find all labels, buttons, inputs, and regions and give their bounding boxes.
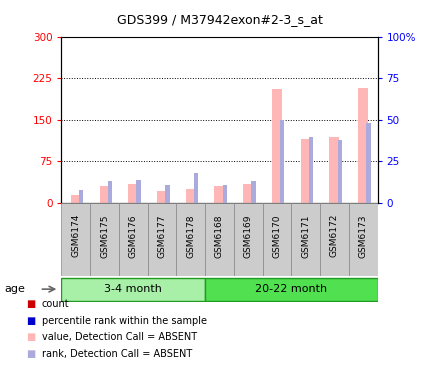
Text: GSM6178: GSM6178: [186, 214, 195, 258]
Bar: [328, 137, 339, 203]
Text: GSM6168: GSM6168: [215, 214, 223, 258]
Bar: [61, 277, 205, 301]
Bar: [337, 140, 341, 203]
Bar: [251, 182, 255, 203]
Bar: [194, 173, 198, 203]
Bar: [79, 190, 83, 203]
Bar: [107, 182, 112, 203]
Bar: [291, 203, 319, 276]
Bar: [262, 203, 291, 276]
Text: GSM6169: GSM6169: [243, 214, 252, 258]
Bar: [279, 120, 284, 203]
Text: ■: ■: [26, 316, 35, 326]
Text: GSM6172: GSM6172: [329, 214, 338, 258]
Bar: [243, 184, 253, 203]
Text: age: age: [4, 284, 25, 294]
Bar: [119, 203, 147, 276]
Text: 20-22 month: 20-22 month: [254, 284, 327, 294]
Bar: [157, 191, 167, 203]
Bar: [348, 203, 377, 276]
Text: ■: ■: [26, 349, 35, 359]
Bar: [165, 185, 169, 203]
Bar: [176, 203, 205, 276]
Bar: [205, 203, 233, 276]
Text: ■: ■: [26, 299, 35, 309]
Text: 3-4 month: 3-4 month: [104, 284, 162, 294]
Bar: [90, 203, 119, 276]
Bar: [222, 185, 226, 203]
Text: GSM6174: GSM6174: [71, 214, 80, 258]
Text: ■: ■: [26, 332, 35, 342]
Bar: [99, 186, 110, 203]
Bar: [185, 189, 195, 203]
Bar: [308, 137, 312, 203]
Bar: [136, 180, 141, 203]
Text: GSM6175: GSM6175: [100, 214, 109, 258]
Bar: [365, 123, 370, 203]
Text: count: count: [42, 299, 69, 309]
Text: GDS399 / M37942exon#2-3_s_at: GDS399 / M37942exon#2-3_s_at: [117, 13, 321, 26]
Bar: [319, 203, 348, 276]
Text: GSM6173: GSM6173: [358, 214, 367, 258]
Bar: [300, 139, 310, 203]
Bar: [147, 203, 176, 276]
Bar: [205, 277, 377, 301]
Bar: [357, 88, 367, 203]
Text: value, Detection Call = ABSENT: value, Detection Call = ABSENT: [42, 332, 196, 342]
Bar: [61, 203, 90, 276]
Text: GSM6171: GSM6171: [300, 214, 310, 258]
Bar: [233, 203, 262, 276]
Text: GSM6170: GSM6170: [272, 214, 281, 258]
Text: GSM6176: GSM6176: [128, 214, 138, 258]
Text: GSM6177: GSM6177: [157, 214, 166, 258]
Bar: [71, 195, 81, 203]
Text: rank, Detection Call = ABSENT: rank, Detection Call = ABSENT: [42, 349, 191, 359]
Bar: [214, 186, 224, 203]
Bar: [128, 184, 138, 203]
Bar: [271, 89, 281, 203]
Text: percentile rank within the sample: percentile rank within the sample: [42, 316, 206, 326]
